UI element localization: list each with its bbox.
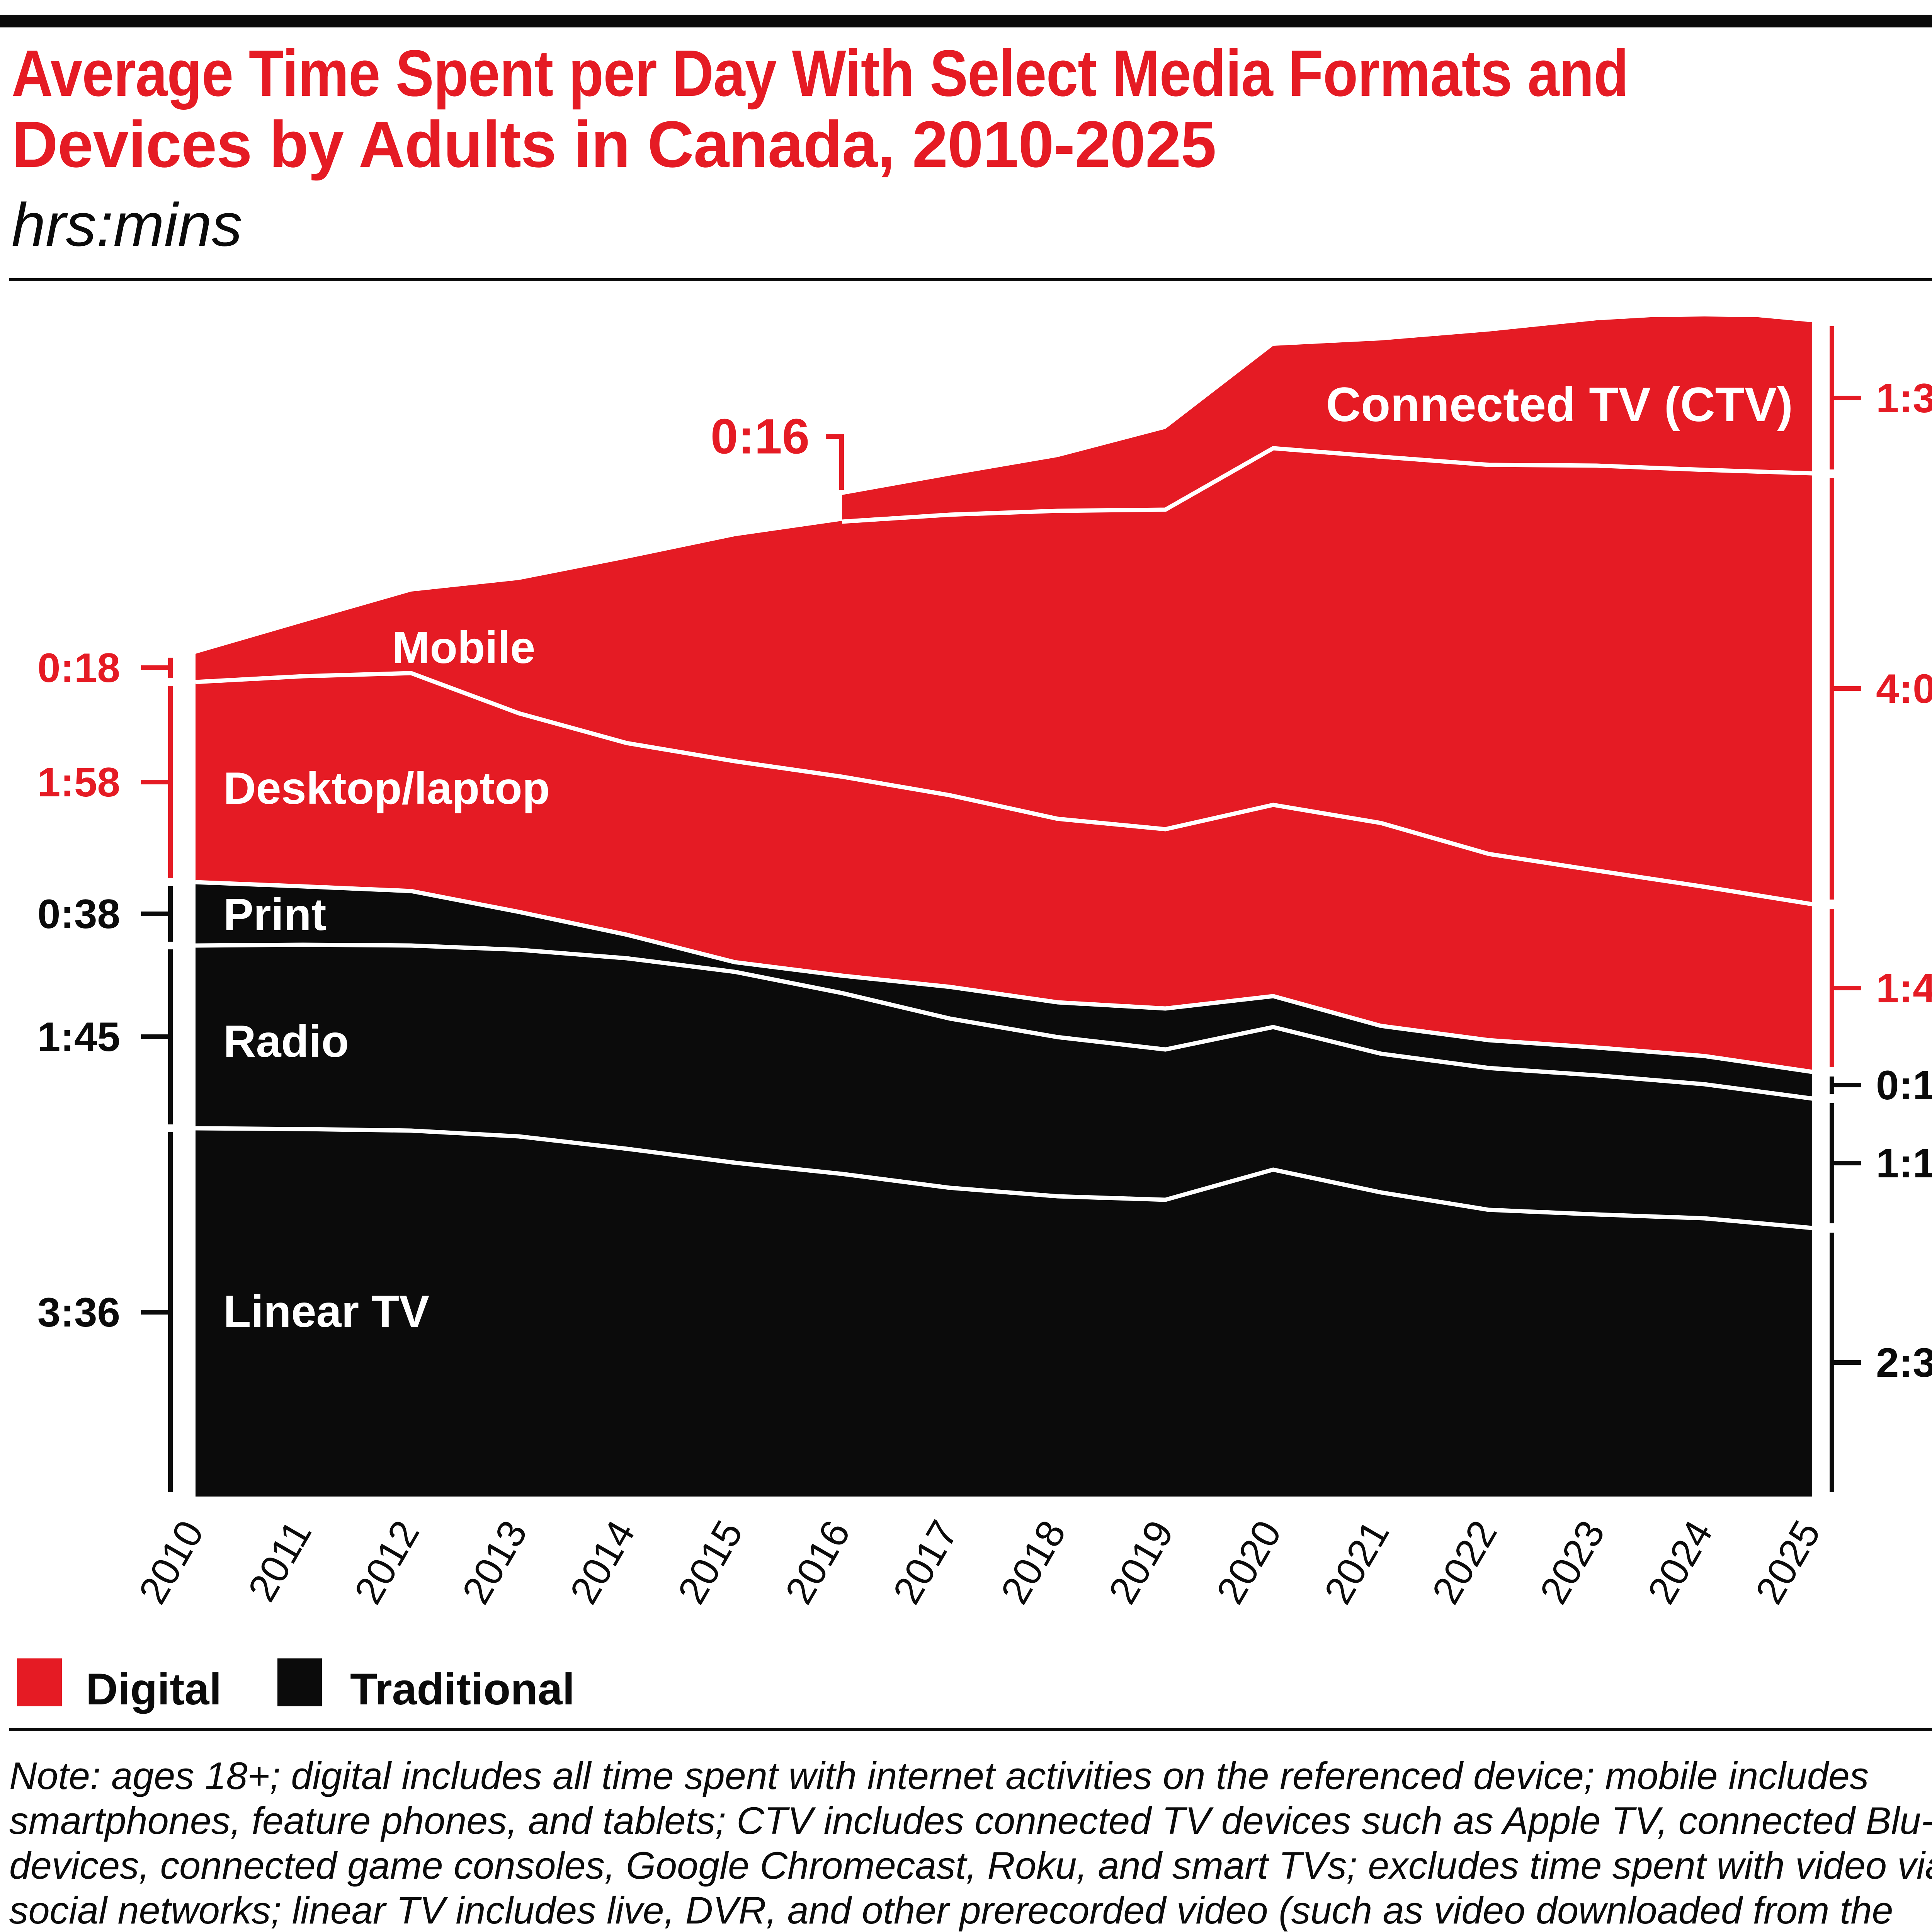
svg-text:2018: 2018 xyxy=(992,1513,1074,1611)
svg-text:2025: 2025 xyxy=(1747,1513,1829,1611)
svg-text:2019: 2019 xyxy=(1100,1513,1182,1611)
svg-text:0:18: 0:18 xyxy=(37,645,120,691)
svg-text:2024: 2024 xyxy=(1639,1513,1721,1611)
svg-text:Linear TV: Linear TV xyxy=(223,1286,429,1337)
svg-text:Print: Print xyxy=(223,889,327,940)
svg-text:1:45: 1:45 xyxy=(37,1014,120,1060)
svg-text:Connected TV (CTV): Connected TV (CTV) xyxy=(1326,378,1793,432)
svg-text:1:30: 1:30 xyxy=(1876,375,1932,421)
svg-text:Mobile: Mobile xyxy=(392,622,535,673)
svg-text:2022: 2022 xyxy=(1423,1513,1505,1611)
svg-text:1:42: 1:42 xyxy=(1876,965,1932,1011)
svg-text:4:08: 4:08 xyxy=(1876,665,1932,712)
svg-text:0:38: 0:38 xyxy=(37,891,120,937)
svg-text:0:16: 0:16 xyxy=(711,409,810,464)
svg-text:2021: 2021 xyxy=(1316,1513,1398,1611)
svg-text:1:17: 1:17 xyxy=(1876,1140,1932,1186)
svg-text:2017: 2017 xyxy=(884,1513,966,1611)
svg-text:3:36: 3:36 xyxy=(37,1289,120,1335)
svg-text:Desktop/laptop: Desktop/laptop xyxy=(223,763,550,813)
svg-text:2014: 2014 xyxy=(561,1513,643,1611)
svg-text:1:58: 1:58 xyxy=(37,759,120,805)
svg-text:2016: 2016 xyxy=(777,1513,859,1611)
svg-text:Radio: Radio xyxy=(223,1016,349,1066)
svg-text:2:36: 2:36 xyxy=(1876,1339,1932,1386)
svg-text:2020: 2020 xyxy=(1208,1513,1290,1611)
svg-text:2015: 2015 xyxy=(669,1513,751,1611)
svg-text:0:15: 0:15 xyxy=(1876,1062,1932,1108)
svg-text:2011: 2011 xyxy=(240,1513,320,1609)
svg-text:2013: 2013 xyxy=(454,1513,536,1611)
svg-text:2023: 2023 xyxy=(1531,1513,1613,1611)
svg-text:2012: 2012 xyxy=(346,1513,428,1611)
svg-text:2010: 2010 xyxy=(130,1513,212,1611)
